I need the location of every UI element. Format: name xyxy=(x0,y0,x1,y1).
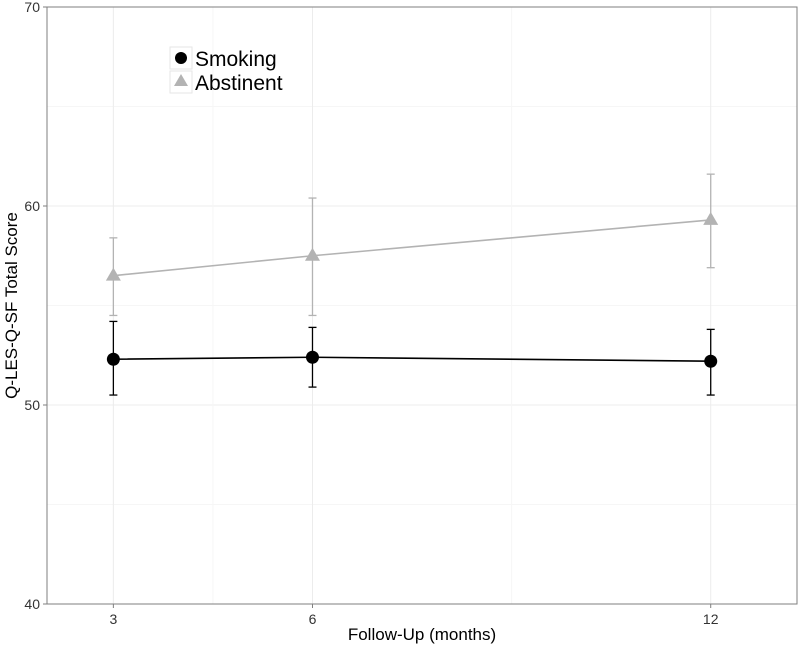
y-tick-label: 50 xyxy=(24,397,40,413)
data-point-abstinent xyxy=(703,211,719,225)
y-axis-title: Q-LES-Q-SF Total Score xyxy=(2,212,21,399)
plot-border xyxy=(46,6,798,605)
legend-label-abstinent: Abstinent xyxy=(195,72,283,95)
legend-key-smoking-marker xyxy=(175,52,187,64)
data-point-smoking xyxy=(305,350,319,364)
series-abstinent xyxy=(105,173,719,317)
x-tick-label: 6 xyxy=(309,611,317,627)
x-tick-label: 12 xyxy=(703,611,719,627)
y-tick-label: 40 xyxy=(24,596,40,612)
data-point-smoking xyxy=(106,352,120,366)
series-smoking xyxy=(106,320,718,396)
legend-key-abstinent-marker xyxy=(174,74,188,86)
legend-label-smoking: Smoking xyxy=(195,48,277,71)
ticks: 40 50 60 70 3 6 12 xyxy=(24,0,718,627)
legend: Smoking Abstinent xyxy=(169,46,283,95)
y-tick-label: 60 xyxy=(24,198,40,214)
x-axis-title: Follow-Up (months) xyxy=(348,625,496,644)
series-layer xyxy=(105,173,719,396)
data-point-smoking xyxy=(704,354,718,368)
y-tick-label: 70 xyxy=(24,0,40,15)
data-point-abstinent xyxy=(105,267,121,281)
data-point-abstinent xyxy=(304,247,320,261)
x-tick-label: 3 xyxy=(109,611,117,627)
